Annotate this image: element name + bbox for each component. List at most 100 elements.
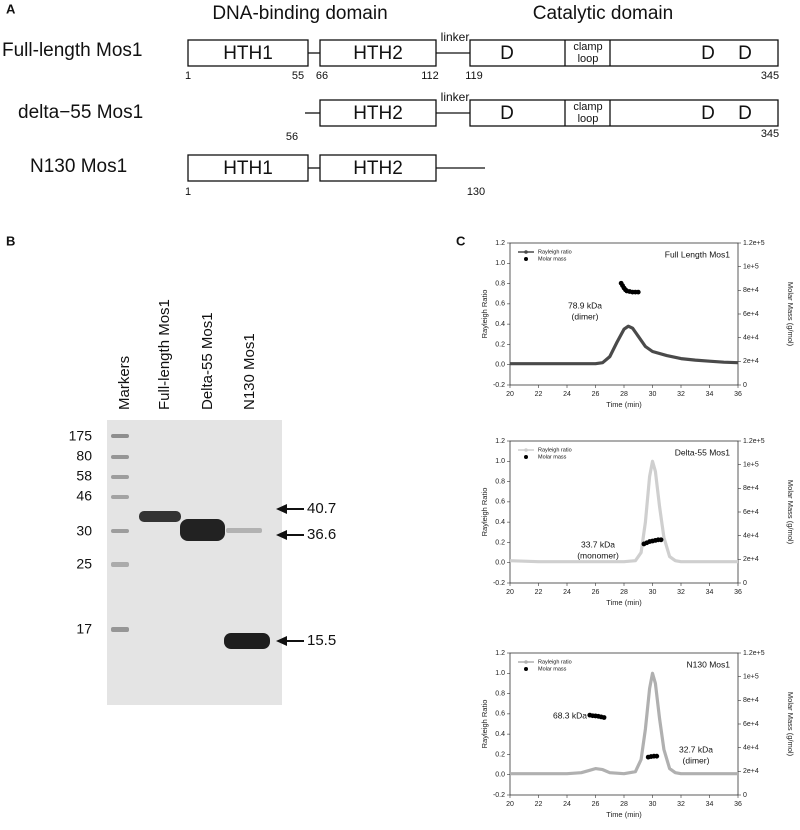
chart-title: Full Length Mos1 <box>665 249 730 259</box>
gel-bands <box>111 434 270 649</box>
construct-name: Full-length Mos1 <box>2 40 142 61</box>
header: Catalytic domain <box>533 3 673 24</box>
marker-label: 25 <box>76 556 92 572</box>
rayleigh-line <box>510 671 738 776</box>
x-tick-label: 26 <box>592 391 600 398</box>
marker-label: 30 <box>76 523 92 539</box>
legend-label: Molar mass <box>538 666 567 672</box>
arrow-label: 36.6 <box>307 526 336 543</box>
molar-mass-point <box>654 753 660 759</box>
y-axis-label: Rayleigh Ratio <box>480 290 489 339</box>
y2-axis-label: Molar Mass (g/mol) <box>786 692 795 757</box>
annotation: 78.9 kDa <box>568 300 602 310</box>
band <box>111 627 129 632</box>
x-tick-label: 28 <box>620 391 628 398</box>
domain-label: D <box>701 103 715 124</box>
domain-box <box>319 99 437 127</box>
arrow-head <box>276 504 287 514</box>
lane-label: Delta-55 Mos1 <box>199 312 216 410</box>
construct: Full-length Mos1 HTH1 HTH2 linker D clam… <box>2 30 779 82</box>
x-tick-label: 24 <box>563 801 571 808</box>
x-tick-label: 36 <box>734 801 742 808</box>
band <box>111 562 129 567</box>
panel-label: C <box>456 233 466 248</box>
residue: 345 <box>761 128 779 140</box>
domain-label: HTH1 <box>223 43 273 64</box>
domain-label: HTH2 <box>353 103 403 124</box>
y-tick-label: 0.0 <box>495 772 505 779</box>
band <box>224 633 270 649</box>
x-tick-label: 22 <box>535 801 543 808</box>
molar-mass-point <box>635 289 641 295</box>
domain-label: clamp <box>573 101 602 113</box>
domain-label: clamp <box>573 41 602 53</box>
band <box>139 511 181 522</box>
chart: 20 22 24 26 28 30 32 34 36 -0.2 0.0 0.2 0.4 0.6 0.8 1.0… <box>480 650 795 819</box>
chart: 20 22 24 26 28 30 32 34 36 -0.2 0.0 0.2 0.4 0.6 0.8 1.0… <box>480 240 795 409</box>
y-tick-label: 0.6 <box>495 711 505 718</box>
chart: 20 22 24 26 28 30 32 34 36 -0.2 0.0 0.2 0.4 0.6 0.8 1.0… <box>480 438 795 607</box>
band <box>111 455 129 459</box>
y-tick-label: 0.8 <box>495 690 505 697</box>
domain-box <box>469 39 779 67</box>
residue: 1 <box>185 70 191 82</box>
residue: 56 <box>286 131 298 143</box>
construct-name: N130 Mos1 <box>30 156 127 177</box>
domain-box <box>469 99 779 127</box>
annotation: 33.7 kDa <box>581 539 615 549</box>
y-tick-label: 0.2 <box>495 341 505 348</box>
y2-axis-label: Molar Mass (g/mol) <box>786 480 795 545</box>
arrow-label: 15.5 <box>307 632 336 649</box>
marker-label: 58 <box>76 468 92 484</box>
rayleigh-line <box>509 459 738 564</box>
x-tick-label: 20 <box>506 589 514 596</box>
y2-tick-label: 2e+4 <box>743 768 759 775</box>
x-tick-label: 24 <box>563 391 571 398</box>
legend-symbol <box>524 250 528 254</box>
x-tick-label: 24 <box>563 589 571 596</box>
domain-label: HTH1 <box>223 158 273 179</box>
gel <box>107 420 282 705</box>
y2-tick-label: 0 <box>743 580 747 587</box>
x-tick-label: 32 <box>677 801 685 808</box>
x-tick-label: 30 <box>649 801 657 808</box>
y-tick-label: 1.2 <box>495 438 505 445</box>
x-tick-label: 32 <box>677 391 685 398</box>
annotation: (dimer) <box>572 311 599 321</box>
residue: 112 <box>421 70 439 82</box>
domain-label: loop <box>578 53 599 65</box>
domain-label: D <box>738 43 752 64</box>
chart-title: N130 Mos1 <box>687 659 731 669</box>
y2-tick-label: 1.2e+5 <box>743 438 765 445</box>
band <box>111 475 129 479</box>
x-tick-label: 34 <box>706 801 714 808</box>
x-tick-label: 34 <box>706 391 714 398</box>
y-tick-label: 0.6 <box>495 301 505 308</box>
domain-label: loop <box>578 113 599 125</box>
marker-label: 175 <box>69 428 93 444</box>
domain-label: D <box>500 103 514 124</box>
construct-name: delta−55 Mos1 <box>18 102 143 123</box>
legend-label: Rayleigh ratio <box>538 447 572 453</box>
domain-box <box>319 154 437 182</box>
y2-tick-label: 1.2e+5 <box>743 650 765 657</box>
y-tick-label: 0.2 <box>495 539 505 546</box>
band <box>111 529 129 533</box>
band <box>180 519 225 541</box>
construct: delta−55 Mos1 HTH2 linker D clamp loop D… <box>18 90 779 143</box>
construct: N130 Mos1 HTH1 HTH2 1 130 <box>30 154 485 198</box>
y-tick-label: 1.0 <box>495 458 505 465</box>
y2-tick-label: 1e+5 <box>743 674 759 681</box>
band <box>226 528 262 533</box>
y2-tick-label: 1e+5 <box>743 462 759 469</box>
y2-tick-label: 6e+4 <box>743 721 759 728</box>
domain-label: D <box>701 43 715 64</box>
x-tick-label: 26 <box>592 801 600 808</box>
y2-tick-label: 1e+5 <box>743 264 759 271</box>
linker-label: linker <box>441 90 470 104</box>
arrow-head <box>276 636 287 646</box>
y-tick-label: 1.2 <box>495 650 505 657</box>
domain-label: HTH2 <box>353 43 403 64</box>
